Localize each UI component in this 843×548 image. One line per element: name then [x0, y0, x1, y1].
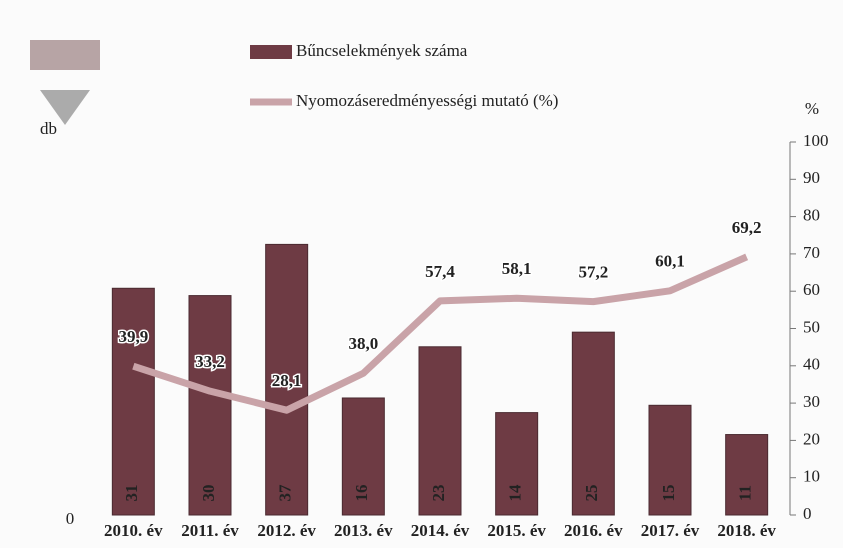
- x-tick-label: 2010. év: [104, 521, 163, 540]
- bar-value-label: 15: [659, 485, 678, 502]
- y2-tick-label: 80: [803, 206, 820, 225]
- line-value-label: 38,0: [348, 334, 378, 353]
- bar-value-label: 31: [122, 485, 141, 502]
- line-value-label: 69,2: [732, 218, 762, 237]
- legend-swatch: [250, 45, 292, 59]
- bar-value-label: 16: [352, 485, 371, 502]
- legend-label: Nyomozáseredményességi mutató (%): [296, 91, 558, 110]
- x-tick-label: 2017. év: [641, 521, 700, 540]
- y2-tick-label: 20: [803, 429, 820, 448]
- y-axis-label: db: [40, 119, 57, 138]
- y2-tick-label: 70: [803, 243, 820, 262]
- x-tick-label: 2012. év: [257, 521, 316, 540]
- bar: [726, 435, 768, 515]
- y2-tick-label: 10: [803, 467, 820, 486]
- x-tick-label: 2015. év: [487, 521, 546, 540]
- y2-tick-label: 60: [803, 280, 820, 299]
- x-tick-label: 2013. év: [334, 521, 393, 540]
- bar: [112, 288, 154, 515]
- line-value-label: 39,9: [118, 327, 148, 346]
- x-tick-label: 2016. év: [564, 521, 623, 540]
- x-tick-label: 2014. év: [411, 521, 470, 540]
- y2-tick-label: 50: [803, 317, 820, 336]
- bar-value-label: 37: [276, 484, 295, 502]
- y-tick-label: 0: [66, 509, 75, 528]
- bar-value-label: 14: [506, 484, 525, 502]
- bar-value-label: 11: [736, 485, 755, 501]
- y2-tick-label: 0: [803, 504, 812, 523]
- bar: [189, 296, 231, 515]
- y2-tick-label: 40: [803, 355, 820, 374]
- y2-tick-label: 90: [803, 168, 820, 187]
- y2-tick-label: 100: [803, 131, 829, 150]
- bar-value-label: 30: [199, 485, 218, 502]
- x-tick-label: 2011. év: [181, 521, 239, 540]
- bar-value-label: 25: [582, 485, 601, 502]
- line-value-label: 33,2: [195, 352, 225, 371]
- bar-value-label: 23: [429, 485, 448, 502]
- line-value-label: 57,4: [425, 262, 455, 281]
- y2-axis-label: %: [805, 99, 819, 118]
- line-value-label: 28,1: [272, 371, 302, 390]
- chart: db % 0 0 10 20 30 40 50 60 70 80 90 100 2010. év 2011…: [0, 0, 843, 548]
- y2-tick-label: 30: [803, 392, 820, 411]
- line-value-label: 58,1: [502, 259, 532, 278]
- line-value-label: 57,2: [578, 263, 608, 282]
- line-value-label: 60,1: [655, 252, 685, 271]
- legend-label: Bűncselekmények száma: [296, 41, 468, 60]
- x-tick-label: 2018. év: [717, 521, 776, 540]
